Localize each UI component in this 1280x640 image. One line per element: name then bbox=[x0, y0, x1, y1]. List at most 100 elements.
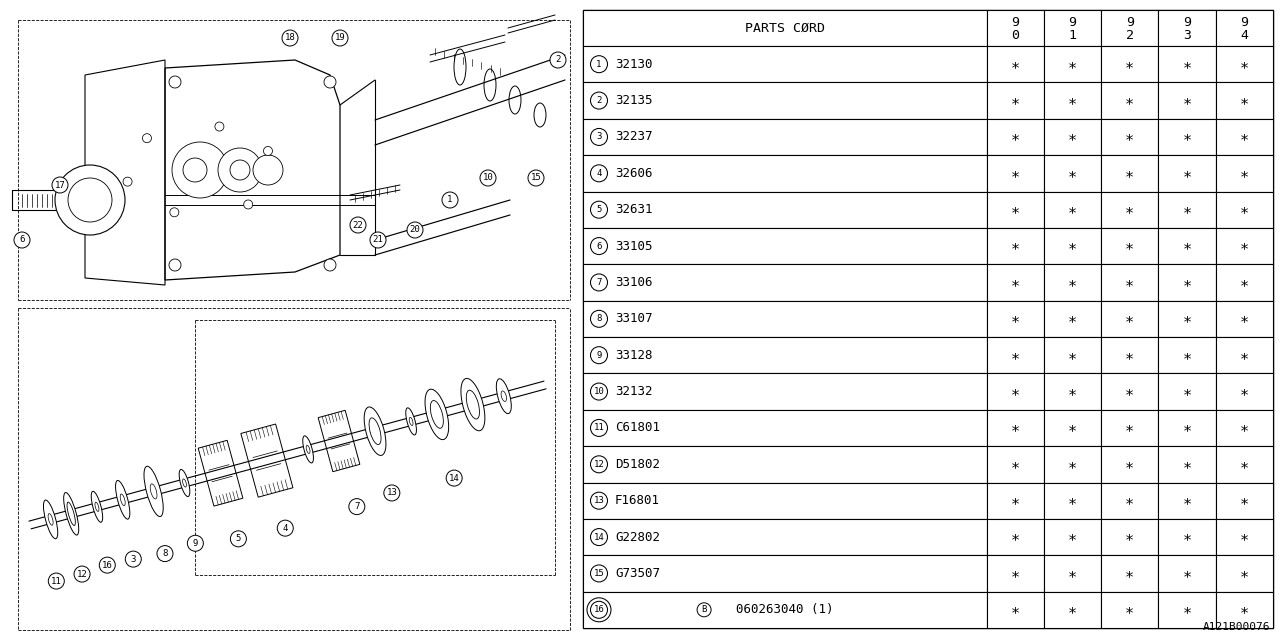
Bar bbox=[1101, 337, 1158, 373]
Bar bbox=[1044, 591, 1101, 628]
Bar bbox=[1044, 264, 1101, 301]
Bar bbox=[1101, 591, 1158, 628]
Bar bbox=[987, 337, 1044, 373]
Circle shape bbox=[590, 56, 608, 73]
Ellipse shape bbox=[67, 502, 76, 525]
Text: ∗: ∗ bbox=[1240, 57, 1249, 72]
Bar bbox=[1158, 119, 1216, 155]
Bar bbox=[1101, 191, 1158, 228]
Text: ∗: ∗ bbox=[1011, 420, 1020, 435]
Text: ∗: ∗ bbox=[1068, 275, 1076, 290]
Bar bbox=[582, 119, 987, 155]
Text: ∗: ∗ bbox=[1183, 420, 1192, 435]
Bar bbox=[1216, 10, 1274, 46]
Bar bbox=[1101, 301, 1158, 337]
Text: 8: 8 bbox=[596, 314, 602, 323]
Bar bbox=[987, 155, 1044, 191]
Text: ∗: ∗ bbox=[1068, 602, 1076, 618]
Bar bbox=[582, 10, 987, 46]
Circle shape bbox=[278, 520, 293, 536]
Bar bbox=[1158, 10, 1216, 46]
Circle shape bbox=[253, 155, 283, 185]
Bar bbox=[987, 519, 1044, 556]
Text: ∗: ∗ bbox=[1125, 202, 1134, 217]
Circle shape bbox=[169, 76, 180, 88]
Bar bbox=[1101, 483, 1158, 519]
Bar bbox=[987, 301, 1044, 337]
Circle shape bbox=[169, 259, 180, 271]
Circle shape bbox=[332, 30, 348, 46]
Text: 33106: 33106 bbox=[614, 276, 653, 289]
Bar bbox=[1044, 46, 1101, 83]
Bar bbox=[1158, 264, 1216, 301]
Circle shape bbox=[590, 529, 608, 545]
Circle shape bbox=[384, 485, 399, 501]
Bar bbox=[1044, 556, 1101, 591]
Bar bbox=[1101, 228, 1158, 264]
Text: 32130: 32130 bbox=[614, 58, 653, 70]
Bar bbox=[1044, 228, 1101, 264]
Bar bbox=[1044, 301, 1101, 337]
Text: ∗: ∗ bbox=[1011, 384, 1020, 399]
Text: 33128: 33128 bbox=[614, 349, 653, 362]
Bar bbox=[1044, 373, 1101, 410]
Bar bbox=[987, 10, 1044, 46]
Bar bbox=[582, 591, 987, 628]
Bar bbox=[582, 264, 987, 301]
Bar bbox=[582, 83, 987, 119]
Circle shape bbox=[349, 217, 366, 233]
Bar bbox=[1216, 446, 1274, 483]
Bar bbox=[1044, 191, 1101, 228]
Text: 12: 12 bbox=[77, 570, 87, 579]
Circle shape bbox=[230, 531, 246, 547]
Text: ∗: ∗ bbox=[1183, 457, 1192, 472]
Bar bbox=[1158, 337, 1216, 373]
Text: 0: 0 bbox=[1011, 29, 1019, 42]
Text: ∗: ∗ bbox=[1240, 275, 1249, 290]
Text: 6: 6 bbox=[19, 236, 24, 244]
Ellipse shape bbox=[410, 417, 413, 426]
Circle shape bbox=[74, 566, 90, 582]
Text: 9: 9 bbox=[596, 351, 602, 360]
Text: ∗: ∗ bbox=[1183, 129, 1192, 145]
Text: ∗: ∗ bbox=[1011, 57, 1020, 72]
Text: ∗: ∗ bbox=[1068, 529, 1076, 545]
Bar bbox=[582, 191, 987, 228]
Text: ∗: ∗ bbox=[1240, 602, 1249, 618]
Text: ∗: ∗ bbox=[1125, 420, 1134, 435]
Circle shape bbox=[590, 347, 608, 364]
Ellipse shape bbox=[430, 401, 443, 428]
Circle shape bbox=[442, 192, 458, 208]
Text: ∗: ∗ bbox=[1183, 529, 1192, 545]
Text: 5: 5 bbox=[596, 205, 602, 214]
Text: ∗: ∗ bbox=[1240, 239, 1249, 253]
Text: ∗: ∗ bbox=[1068, 239, 1076, 253]
Bar bbox=[1101, 556, 1158, 591]
Bar bbox=[1101, 155, 1158, 191]
Bar bbox=[1216, 337, 1274, 373]
Text: G73507: G73507 bbox=[614, 567, 660, 580]
Text: ∗: ∗ bbox=[1240, 166, 1249, 181]
Ellipse shape bbox=[406, 408, 416, 435]
Ellipse shape bbox=[150, 484, 157, 499]
Text: 2: 2 bbox=[1126, 29, 1134, 42]
Circle shape bbox=[215, 122, 224, 131]
Circle shape bbox=[125, 551, 141, 567]
Bar bbox=[987, 446, 1044, 483]
Text: 3: 3 bbox=[596, 132, 602, 141]
Circle shape bbox=[100, 557, 115, 573]
Text: ∗: ∗ bbox=[1125, 529, 1134, 545]
Bar bbox=[1216, 373, 1274, 410]
Text: ∗: ∗ bbox=[1183, 493, 1192, 508]
Circle shape bbox=[590, 419, 608, 436]
Bar bbox=[1216, 228, 1274, 264]
Text: 13: 13 bbox=[594, 496, 604, 505]
Ellipse shape bbox=[369, 418, 381, 445]
Text: ∗: ∗ bbox=[1183, 566, 1192, 581]
Bar bbox=[987, 410, 1044, 446]
Bar bbox=[1101, 10, 1158, 46]
Ellipse shape bbox=[466, 390, 480, 419]
Bar bbox=[1044, 446, 1101, 483]
Text: 1: 1 bbox=[596, 60, 602, 68]
Text: 9: 9 bbox=[1240, 17, 1248, 29]
